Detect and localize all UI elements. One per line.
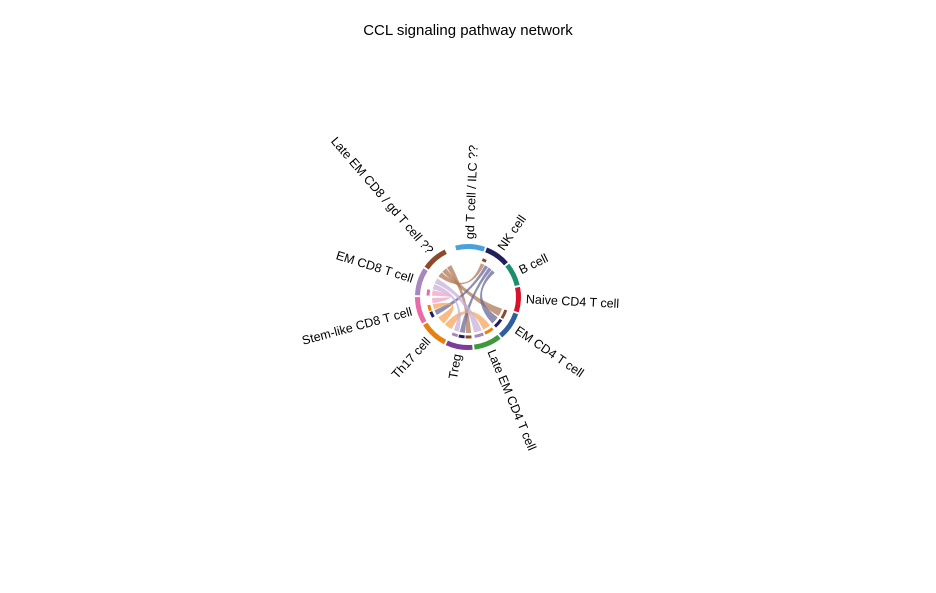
link-em-cd8-t-cell-to-treg <box>432 284 461 332</box>
chart-title: CCL signaling pathway network <box>363 22 573 39</box>
sector-th17-cell <box>423 322 447 345</box>
link-track-late-em-cd8-gd-t-cell-to-em-cd4-t-cell <box>500 309 508 320</box>
link-nk-cell-to-em-cd4-t-cell <box>480 270 498 324</box>
link-late-em-cd8-gd-t-cell-to-em-cd4-t-cell <box>442 268 503 317</box>
link-late-em-cd8-gd-t-cell-to-nk-cell <box>438 263 485 285</box>
sector-late-em-cd8-gd-t-cell <box>424 249 447 270</box>
sector-naive-cd4-t-cell <box>513 286 521 313</box>
link-th17-cell-to-late-em-cd4-t-cell <box>444 310 491 330</box>
chord-links <box>426 258 508 339</box>
sector-label-treg: Treg <box>446 353 464 380</box>
link-track-late-em-cd8-gd-t-cell-to-nk-cell <box>481 258 487 263</box>
sector-label-naive-cd4-t-cell: Naive CD4 T cell <box>526 292 620 311</box>
link-late-em-cd8-gd-t-cell-to-treg <box>446 265 472 333</box>
link-nk-cell-to-stem-like-cd8-t-cell <box>434 265 489 315</box>
link-th17-cell-to-stem-like-cd8-t-cell <box>432 302 454 324</box>
sector-treg <box>445 340 473 350</box>
link-track-nk-cell-to-treg <box>458 334 465 339</box>
link-stem-like-cd8-t-cell-to-em-cd8-t-cell <box>432 290 451 304</box>
sector-b-cell <box>505 263 520 287</box>
sector-label-b-cell: B cell <box>517 251 551 277</box>
link-track-nk-cell-to-em-cd4-t-cell <box>493 318 503 328</box>
sector-stem-like-cd8-t-cell <box>415 297 427 324</box>
sector-label-em-cd8-t-cell: EM CD8 T cell <box>334 248 415 285</box>
sector-nk-cell <box>485 247 508 266</box>
sector-label-nk-cell: NK cell <box>495 213 529 253</box>
link-em-cd8-t-cell-to-late-em-cd4-t-cell <box>434 278 482 333</box>
sector-label-late-em-cd8-gd-t-cell: Late EM CD8 / gd T cell ?? <box>328 134 436 257</box>
sector-label-late-em-cd4-t-cell: Late EM CD4 T cell <box>484 348 538 453</box>
sector-label-th17-cell: Th17 cell <box>389 335 434 382</box>
link-track-stem-like-cd8-t-cell-to-em-cd8-t-cell <box>426 289 431 296</box>
sector-em-cd8-t-cell <box>415 268 428 296</box>
link-track-em-cd8-t-cell-to-treg <box>451 332 459 338</box>
sector-label-em-cd4-t-cell: EM CD4 T cell <box>512 323 586 380</box>
sector-gd-t-cell-ilc <box>455 243 486 252</box>
link-track-th17-cell-to-late-em-cd4-t-cell <box>484 327 494 335</box>
link-nk-cell-to-treg <box>459 267 492 333</box>
link-track-nk-cell-to-stem-like-cd8-t-cell <box>429 311 435 318</box>
sector-em-cd4-t-cell <box>498 312 519 338</box>
sector-label-gd-t-cell-ilc: gd T cell / ILC ?? <box>463 145 481 240</box>
link-track-th17-cell-to-stem-like-cd8-t-cell <box>427 304 432 312</box>
link-track-em-cd8-t-cell-to-late-em-cd4-t-cell <box>474 332 484 338</box>
sector-late-em-cd4-t-cell <box>474 334 501 350</box>
sector-label-stem-like-cd8-t-cell: Stem-like CD8 T cell <box>300 305 413 348</box>
